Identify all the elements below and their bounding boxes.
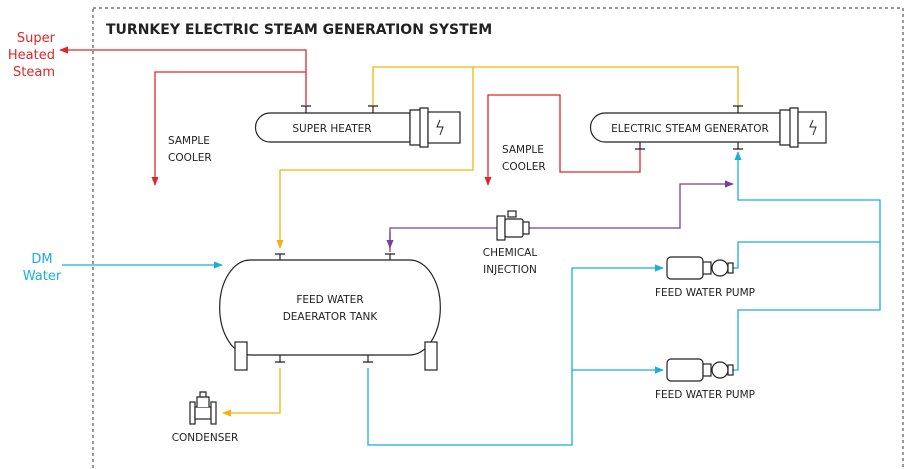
title: TURNKEY ELECTRIC STEAM GENERATION SYSTEM <box>106 22 492 38</box>
steam-generator-label: ELECTRIC STEAM GENERATOR <box>611 123 769 135</box>
sample-cooler-label: COOLER <box>168 152 212 164</box>
sample-cooler-label: COOLER <box>502 161 546 173</box>
chemical-injection-label: CHEMICAL <box>483 247 538 259</box>
feed-pump-label: FEED WATER PUMP <box>655 389 755 401</box>
feed-pumps-equipment <box>666 256 734 382</box>
dm-water-label: Water <box>23 269 62 284</box>
steam-label: Heated <box>8 48 55 63</box>
steam-label: Steam <box>13 65 55 80</box>
feed-pump-label: FEED WATER PUMP <box>655 287 755 299</box>
dm-water-label: DM <box>31 252 52 267</box>
chemical-injection-label: INJECTION <box>483 264 537 276</box>
sample-cooler-label: SAMPLE <box>168 135 210 147</box>
super-heater-equipment <box>254 105 461 148</box>
system-boundary <box>92 7 904 469</box>
chemical-pump-equipment <box>496 210 530 241</box>
steam-label: Super <box>17 31 56 46</box>
condenser-label: CONDENSER <box>172 432 239 444</box>
condenser-equipment <box>189 391 217 425</box>
super-heater-label: SUPER HEATER <box>292 123 371 135</box>
tank-label: FEED WATER <box>296 294 363 306</box>
pipes <box>59 46 881 446</box>
deaerator-tank-equipment <box>219 253 441 371</box>
tank-label: DEAERATOR TANK <box>283 311 379 323</box>
sample-cooler-label: SAMPLE <box>502 144 544 156</box>
steam-generator-equipment <box>589 105 827 150</box>
